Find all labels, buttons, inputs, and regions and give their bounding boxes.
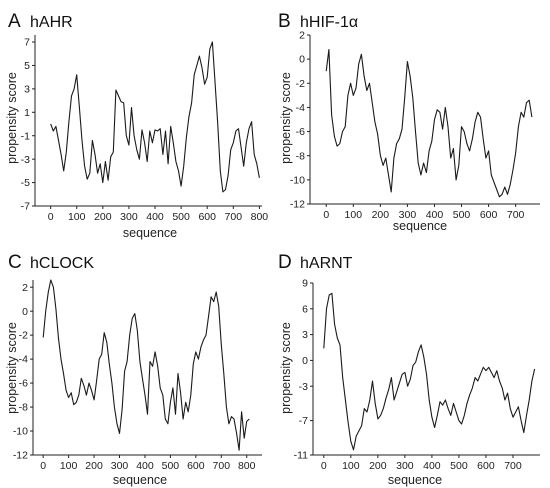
panel-d-ytick-label: -7 [299, 415, 308, 427]
panel-b-xtick-label: 400 [426, 209, 444, 221]
panel-c-ytick-label: 2 [22, 282, 28, 294]
panel-c-xtick-label: 300 [111, 460, 129, 472]
panel-d-xtick-label: 0 [321, 460, 327, 472]
panel-a-ytick-label: -5 [21, 177, 30, 189]
panel-a-xtick-label: 400 [146, 211, 164, 223]
panel-b-xlabel: sequence [393, 219, 447, 233]
panel-a-xtick-label: 600 [198, 211, 216, 223]
panel-b: B hHIF-1α propensity score sequence -12-… [278, 11, 540, 233]
panel-a-xtick-label: 700 [225, 211, 243, 223]
panel-b-xtick-label: 500 [453, 209, 471, 221]
panel-c-ytick-label: -6 [19, 378, 28, 390]
panel-a-xlabel: sequence [123, 226, 177, 240]
panel-c-ytick-label: -8 [19, 402, 28, 414]
panel-b-ytick-label: -12 [290, 199, 305, 211]
panel-b-xtick-label: 300 [399, 209, 417, 221]
panel-b-title: hHIF-1α [300, 14, 358, 31]
panel-d-letter: D [278, 252, 292, 273]
panel-b-ytick-label: -2 [296, 78, 305, 90]
panel-c-ytick-label: -2 [19, 330, 28, 342]
panel-b-ytick-label: -4 [296, 102, 305, 114]
panel-b-ytick-label: -6 [296, 126, 305, 138]
panel-c-title: hCLOCK [30, 255, 94, 272]
panel-c-plot: -12 -10 -8 -6 -4 -2 0 2 0 100 200 300 400 500 600 700 80… [13, 279, 262, 472]
panel-c-xtick-label: 700 [213, 460, 231, 472]
panel-d-ytick-label: 9 [302, 278, 308, 290]
panel-a-xtick-label: 100 [68, 211, 86, 223]
panel-a-plot: -7 -5 -3 -1 1 3 5 7 0 100 200 300 400 500 600 700 800 [21, 35, 269, 223]
panel-c-xtick-label: 400 [136, 460, 154, 472]
panel-c-series-line [42, 279, 250, 451]
panel-a-series-line [50, 41, 260, 193]
panel-d-ytick-label: 6 [302, 303, 308, 315]
panel-c-xlabel: sequence [113, 473, 167, 487]
panel-a: A hAHR propensity score sequence -7-5-3-… [5, 11, 268, 240]
panel-a-ytick-label: -7 [21, 201, 30, 213]
panel-c-letter: C [8, 252, 22, 273]
panel-c-ytick-label: -10 [13, 426, 28, 438]
panel-a-ytick-label: 1 [24, 107, 30, 119]
panel-c-xtick-label: 500 [162, 460, 180, 472]
panel-c-ytick-label: -4 [19, 354, 28, 366]
panel-d-ylabel: propensity score [279, 322, 293, 414]
panel-b-ytick-label: 0 [299, 54, 305, 66]
panel-a-ylabel: propensity score [5, 72, 19, 164]
panel-d-ytick-label: -11 [294, 450, 309, 462]
panel-b-letter: B [278, 11, 291, 32]
panel-a-ytick-label: -1 [21, 130, 30, 142]
panel-a-ytick-label: 5 [24, 60, 30, 72]
panel-b-xtick-label: 200 [372, 209, 390, 221]
panel-d-xtick-label: 600 [477, 460, 495, 472]
panel-c-xtick-label: 0 [40, 460, 46, 472]
panel-a-xtick-label: 500 [172, 211, 190, 223]
panel-d-series-line [323, 292, 536, 451]
panel-d-plot: -11 -7 -3 0 3 6 9 0 100 200 300 400 500 600 700 [294, 278, 540, 472]
panel-b-ylabel: propensity score [279, 72, 293, 164]
panel-c-ytick-label: -12 [13, 450, 28, 462]
panel-d-xtick-label: 100 [342, 460, 360, 472]
panel-c-xtick-label: 600 [187, 460, 205, 472]
panel-b-ytick-label: -8 [296, 150, 305, 162]
panel-d-ytick-label: 3 [302, 329, 308, 341]
panel-b-xtick-label: 0 [323, 209, 329, 221]
panel-c-xtick-label: 800 [238, 460, 256, 472]
panel-d-ytick-label: 0 [302, 355, 308, 367]
panel-a-title: hAHR [30, 14, 73, 31]
panel-d-xtick-label: 200 [369, 460, 387, 472]
panel-b-series-line [325, 48, 533, 198]
panel-a-xtick-label: 800 [251, 211, 269, 223]
panel-c: C hCLOCK propensity score sequence -12-1… [5, 252, 262, 487]
panel-d-xtick-label: 300 [396, 460, 414, 472]
panel-b-xtick-label: 100 [345, 209, 363, 221]
panel-b-ytick-label: -10 [290, 174, 305, 186]
panel-d-xtick-label: 700 [504, 460, 522, 472]
panel-c-xtick-label: 200 [85, 460, 103, 472]
panel-a-xtick-label: 200 [94, 211, 112, 223]
panel-c-ylabel: propensity score [5, 322, 19, 414]
panel-d-ytick-label: -3 [299, 381, 308, 393]
panel-d-xtick-label: 500 [450, 460, 468, 472]
panel-c-ytick-label: 0 [22, 306, 28, 318]
panel-a-xtick-label: 0 [48, 211, 54, 223]
panel-a-ytick-label: 3 [24, 83, 30, 95]
panel-b-xtick-label: 600 [480, 209, 498, 221]
panel-a-xtick-label: 300 [120, 211, 138, 223]
panel-d-xtick-label: 400 [423, 460, 441, 472]
panel-a-ytick-label: -3 [21, 154, 30, 166]
panel-b-xtick-label: 700 [507, 209, 525, 221]
panel-d: D hARNT propensity score sequence -11-7-… [278, 252, 540, 487]
panel-b-plot: -12 -10 -8 -6 -4 -2 0 2 0 100 200 300 400 500 600 700 [290, 30, 540, 221]
panel-d-title: hARNT [300, 255, 353, 272]
panel-d-xlabel: sequence [388, 473, 442, 487]
panel-a-ytick-label: 7 [24, 37, 30, 49]
panel-b-ytick-label: 2 [299, 30, 305, 42]
panel-c-xtick-label: 100 [60, 460, 78, 472]
panel-a-letter: A [8, 11, 21, 32]
